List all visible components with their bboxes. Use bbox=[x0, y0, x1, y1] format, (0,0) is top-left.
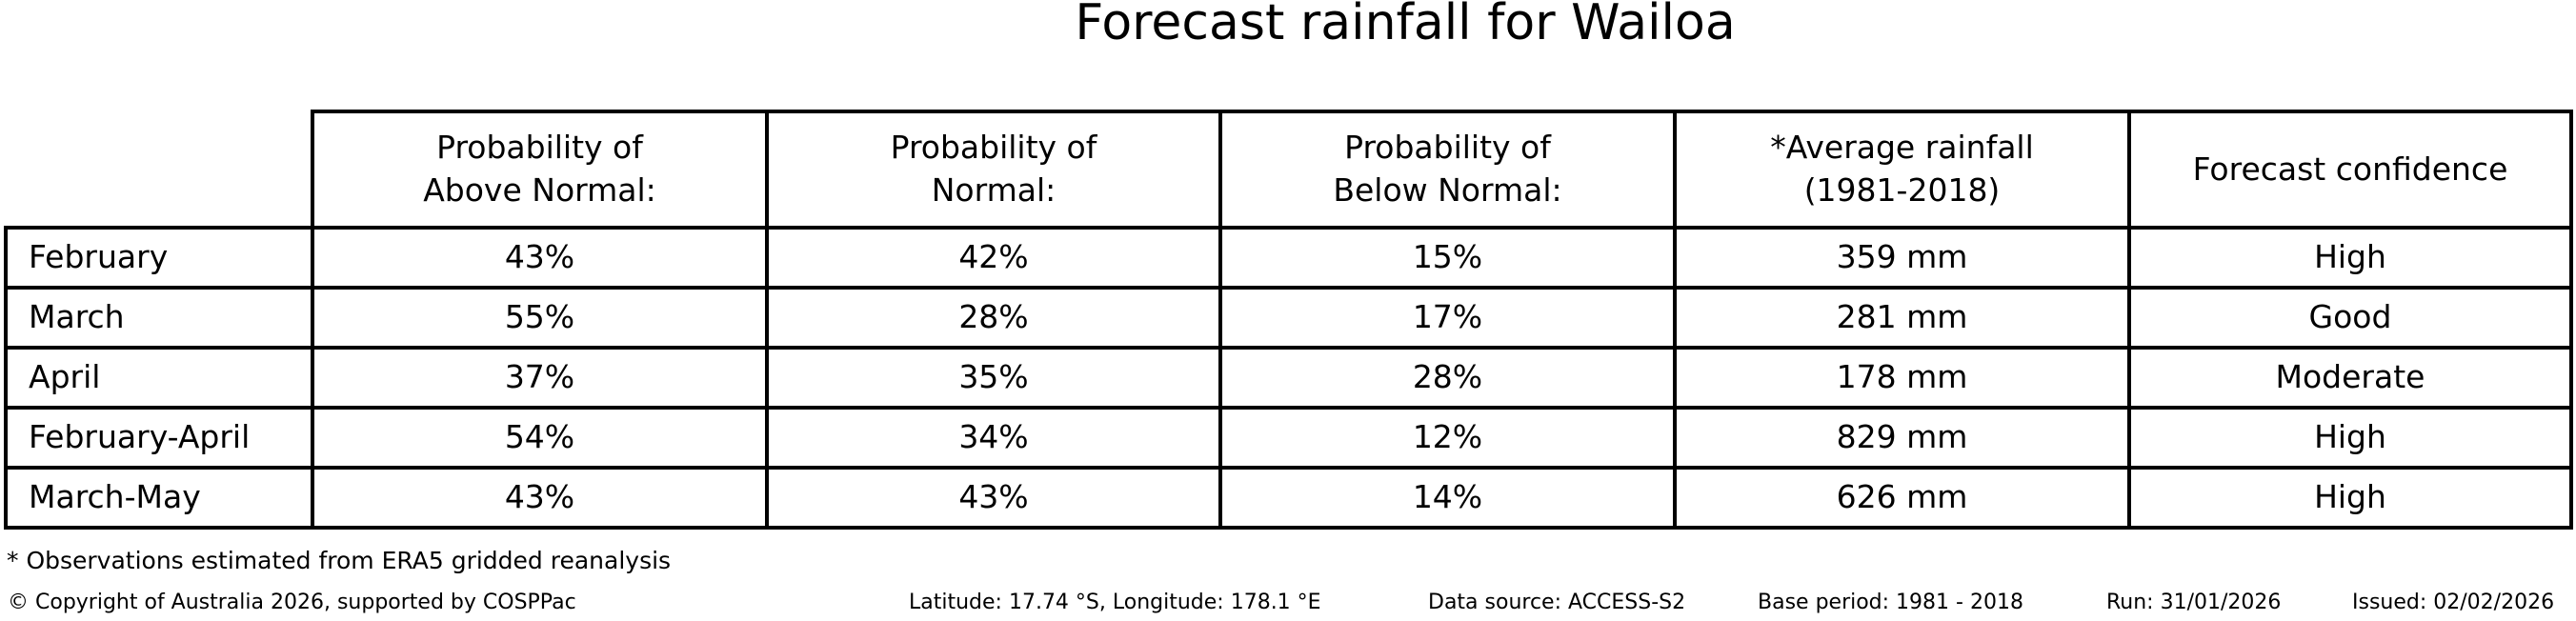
forecast-table: Probability of Above Normal: Probability… bbox=[4, 110, 2573, 530]
footer-copyright: © Copyright of Australia 2026, supported… bbox=[8, 591, 576, 614]
cell-above-normal: 55% bbox=[311, 286, 769, 350]
table-row: April 37% 35% 28% 178 mm Moderate bbox=[4, 346, 2573, 410]
cell-normal: 28% bbox=[765, 286, 1222, 350]
cell-normal: 43% bbox=[765, 466, 1222, 530]
cell-below-normal: 12% bbox=[1218, 406, 1677, 470]
cell-below-normal: 14% bbox=[1218, 466, 1677, 530]
cell-normal: 42% bbox=[765, 226, 1222, 290]
cell-average-rainfall: 359 mm bbox=[1673, 226, 2131, 290]
table-row: February-April 54% 34% 12% 829 mm High bbox=[4, 406, 2573, 470]
row-label: April bbox=[4, 346, 314, 410]
cell-average-rainfall: 281 mm bbox=[1673, 286, 2131, 350]
table-row: March 55% 28% 17% 281 mm Good bbox=[4, 286, 2573, 350]
cell-confidence: High bbox=[2127, 466, 2573, 530]
cell-above-normal: 43% bbox=[311, 466, 769, 530]
footer-location: Latitude: 17.74 °S, Longitude: 178.1 °E bbox=[909, 591, 1321, 614]
cell-confidence: High bbox=[2127, 406, 2573, 470]
table-row: March-May 43% 43% 14% 626 mm High bbox=[4, 466, 2573, 530]
col-header-confidence: Forecast confidence bbox=[2127, 110, 2573, 230]
cell-confidence: High bbox=[2127, 226, 2573, 290]
cell-average-rainfall: 178 mm bbox=[1673, 346, 2131, 410]
cell-below-normal: 15% bbox=[1218, 226, 1677, 290]
footer: © Copyright of Australia 2026, supported… bbox=[0, 592, 2576, 621]
cell-confidence: Good bbox=[2127, 286, 2573, 350]
col-header-normal: Probability of Normal: bbox=[765, 110, 1222, 230]
row-label: February-April bbox=[4, 406, 314, 470]
cell-average-rainfall: 626 mm bbox=[1673, 466, 2131, 530]
col-header-above-normal: Probability of Above Normal: bbox=[311, 110, 769, 230]
cell-normal: 34% bbox=[765, 406, 1222, 470]
row-label: March bbox=[4, 286, 314, 350]
corner-cell bbox=[6, 111, 312, 228]
cell-above-normal: 54% bbox=[311, 406, 769, 470]
footer-issued: Issued: 02/02/2026 bbox=[2352, 591, 2555, 614]
cell-below-normal: 28% bbox=[1218, 346, 1677, 410]
footer-base-period: Base period: 1981 - 2018 bbox=[1758, 591, 2023, 614]
page-title: Forecast rainfall for Wailoa bbox=[1075, 0, 1736, 51]
cell-below-normal: 17% bbox=[1218, 286, 1677, 350]
cell-average-rainfall: 829 mm bbox=[1673, 406, 2131, 470]
row-label: February bbox=[4, 226, 314, 290]
table-row: February 43% 42% 15% 359 mm High bbox=[4, 226, 2573, 290]
cell-normal: 35% bbox=[765, 346, 1222, 410]
table-header-row: Probability of Above Normal: Probability… bbox=[6, 110, 2573, 230]
footer-run: Run: 31/01/2026 bbox=[2106, 591, 2282, 614]
footer-data-source: Data source: ACCESS-S2 bbox=[1428, 591, 1686, 614]
cell-above-normal: 37% bbox=[311, 346, 769, 410]
row-label: March-May bbox=[4, 466, 314, 530]
col-header-average-rainfall: *Average rainfall (1981-2018) bbox=[1673, 110, 2131, 230]
col-header-below-normal: Probability of Below Normal: bbox=[1218, 110, 1677, 230]
footnote: * Observations estimated from ERA5 gridd… bbox=[7, 547, 672, 574]
cell-confidence: Moderate bbox=[2127, 346, 2573, 410]
cell-above-normal: 43% bbox=[311, 226, 769, 290]
